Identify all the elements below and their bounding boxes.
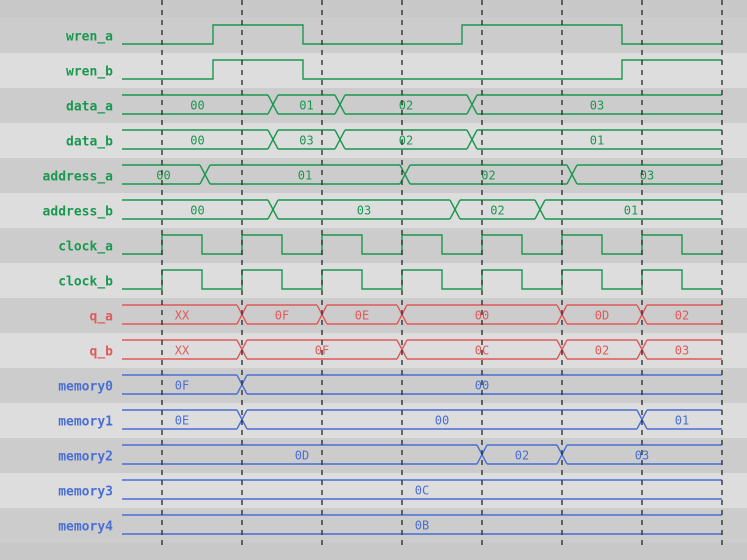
signal-label-memory1: memory1: [58, 415, 113, 430]
signal-row-data_a: data_a 00 01 02 03: [66, 94, 722, 115]
bus-value: 0D: [595, 309, 609, 323]
signal-label-memory0: memory0: [58, 380, 113, 395]
signal-row-clock_b: clock_b: [58, 269, 722, 290]
bus-value: 03: [299, 134, 313, 148]
bus-value: 00: [475, 379, 489, 393]
bus-value: 02: [399, 134, 413, 148]
waveform-clock_b: [122, 269, 722, 290]
signal-row-memory0: memory0 0F 00: [58, 374, 722, 395]
bus-value: 02: [490, 204, 504, 218]
bus-value: 00: [190, 99, 204, 113]
row-stripe: [0, 228, 747, 263]
bus-value: 00: [190, 134, 204, 148]
bus-value: 01: [624, 204, 638, 218]
signal-label-q_b: q_b: [90, 345, 114, 360]
bus-transition: [636, 339, 648, 360]
bus-transition: [396, 339, 408, 360]
bus-transition: [267, 94, 279, 115]
bus-transition: [636, 409, 648, 430]
bus-transition: [199, 164, 211, 185]
signal-label-wren_a: wren_a: [66, 30, 113, 45]
row-stripe: [0, 403, 747, 438]
signal-label-data_a: data_a: [66, 100, 113, 115]
row-stripe: [0, 438, 747, 473]
row-stripe: [0, 473, 747, 508]
row-stripe: [0, 123, 747, 158]
signal-row-wren_b: wren_b: [66, 59, 722, 80]
signal-row-clock_a: clock_a: [58, 234, 722, 255]
bus-value: 00: [435, 414, 449, 428]
bus-value: 02: [481, 169, 495, 183]
signal-label-q_a: q_a: [90, 310, 114, 325]
row-stripe: [0, 88, 747, 123]
bus-transition: [466, 94, 478, 115]
bus-transition: [556, 339, 568, 360]
signal-label-memory4: memory4: [58, 520, 113, 535]
bus-value: 00: [156, 169, 170, 183]
bus-value: 0F: [175, 379, 189, 393]
bus-value: XX: [175, 309, 190, 323]
bus-value: 03: [357, 204, 371, 218]
bus-transition: [236, 339, 248, 360]
bus-value: 02: [515, 449, 529, 463]
bus-value: 03: [590, 99, 604, 113]
row-stripe: [0, 508, 747, 543]
bus-value: 0D: [295, 449, 309, 463]
signal-row-memory3: memory3 0C: [58, 479, 722, 500]
signal-row-wren_a: wren_a: [66, 24, 722, 45]
bus-transition: [566, 164, 578, 185]
bus-value: 02: [675, 309, 689, 323]
bus-value: 03: [635, 449, 649, 463]
bus-transition: [334, 94, 346, 115]
row-stripe: [0, 193, 747, 228]
signal-row-address_b: address_b 00 03 02 01: [43, 199, 722, 220]
signal-row-memory1: memory1 0E 00 01: [58, 409, 722, 430]
signal-label-wren_b: wren_b: [66, 65, 113, 80]
bus-transition: [334, 129, 346, 150]
bus-value: 00: [190, 204, 204, 218]
bus-transition: [267, 129, 279, 150]
signal-label-data_b: data_b: [66, 135, 113, 150]
bus-value: 00: [475, 309, 489, 323]
row-stripe: [0, 368, 747, 403]
bus-value: 02: [399, 99, 413, 113]
signal-label-address_a: address_a: [43, 170, 114, 185]
bus-value: 0C: [415, 484, 429, 498]
bus-value: 0B: [415, 519, 429, 533]
signal-label-memory2: memory2: [58, 450, 113, 465]
signal-label-address_b: address_b: [43, 205, 114, 220]
bus-value: 01: [298, 169, 312, 183]
bus-value: 03: [675, 344, 689, 358]
row-stripe: [0, 158, 747, 193]
waveform-clock_a: [122, 234, 722, 255]
bus-transition: [534, 199, 546, 220]
bus-value: 03: [640, 169, 654, 183]
signal-label-clock_a: clock_a: [58, 240, 113, 255]
signal-row-memory4: memory4 0B: [58, 514, 722, 535]
bus-value: 0F: [275, 309, 289, 323]
bus-value: 0E: [175, 414, 189, 428]
signal-label-memory3: memory3: [58, 485, 113, 500]
bus-transition: [466, 129, 478, 150]
signal-label-clock_b: clock_b: [58, 275, 113, 290]
signal-row-memory2: memory2 0D 02 03: [58, 444, 722, 465]
bus-transition: [449, 199, 461, 220]
bus-transition: [267, 199, 279, 220]
waveform-wren_b: [122, 59, 722, 80]
bus-value: 01: [299, 99, 313, 113]
row-stripe: [0, 263, 747, 298]
bus-value: 01: [675, 414, 689, 428]
bus-transition: [236, 409, 248, 430]
row-stripe: [0, 333, 747, 368]
bus-value: XX: [175, 344, 190, 358]
row-stripe: [0, 298, 747, 333]
bus-value: 02: [595, 344, 609, 358]
bus-value: 0E: [355, 309, 369, 323]
bus-value: 01: [590, 134, 604, 148]
waveform-wren_a: [122, 24, 722, 45]
